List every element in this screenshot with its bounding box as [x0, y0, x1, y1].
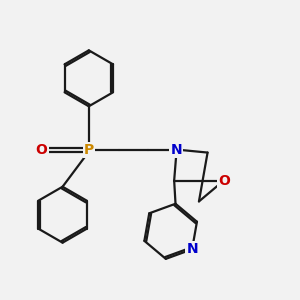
- Text: O: O: [36, 143, 47, 157]
- Text: N: N: [186, 242, 198, 256]
- Text: P: P: [84, 143, 94, 157]
- Text: O: O: [218, 174, 230, 188]
- Text: N: N: [170, 143, 182, 157]
